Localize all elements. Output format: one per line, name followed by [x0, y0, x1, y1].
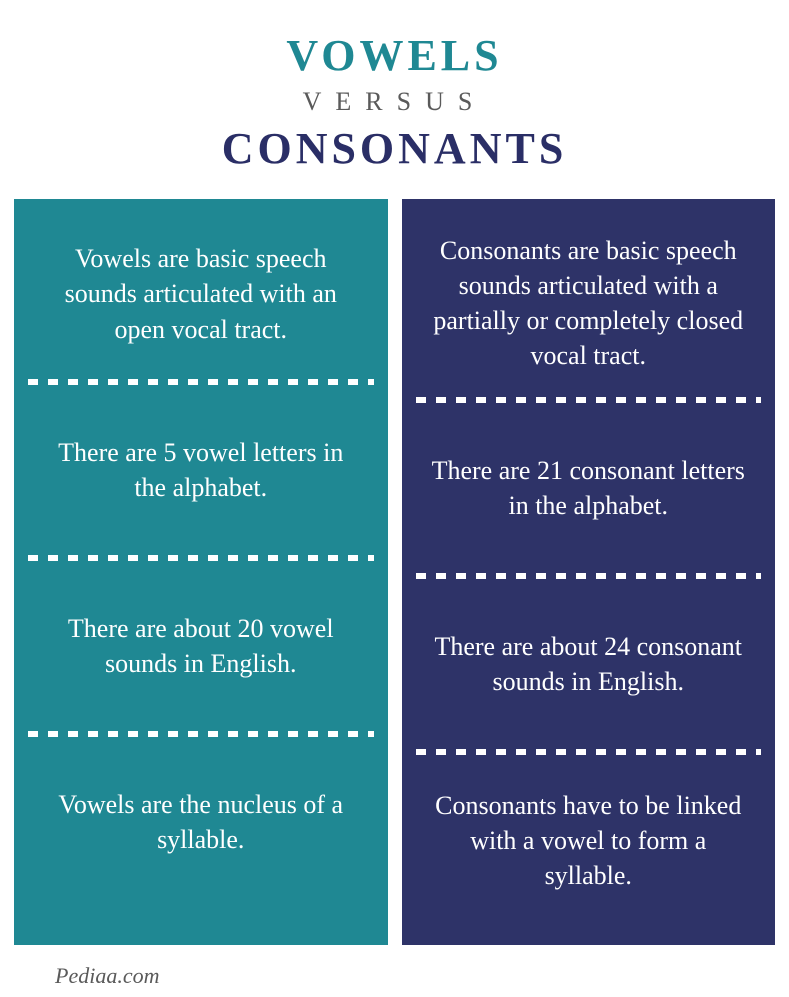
consonants-cell-2: There are 21 consonant letters in the al…	[402, 403, 776, 573]
consonants-cell-4: Consonants have to be linked with a vowe…	[402, 755, 776, 925]
source-credit: Pediaa.com	[0, 945, 789, 989]
vowels-cell-4: Vowels are the nucleus of a syllable.	[14, 737, 388, 907]
comparison-columns: Vowels are basic speech sounds articulat…	[0, 199, 789, 945]
column-consonants: Consonants are basic speech sounds artic…	[402, 199, 776, 945]
title-vowels: VOWELS	[20, 30, 769, 81]
consonants-cell-1: Consonants are basic speech sounds artic…	[402, 209, 776, 397]
column-vowels: Vowels are basic speech sounds articulat…	[14, 199, 388, 945]
title-versus: VERSUS	[20, 87, 769, 117]
vowels-cell-3: There are about 20 vowel sounds in Engli…	[14, 561, 388, 731]
vowels-cell-2: There are 5 vowel letters in the alphabe…	[14, 385, 388, 555]
vowels-cell-1: Vowels are basic speech sounds articulat…	[14, 209, 388, 379]
title-consonants: CONSONANTS	[20, 123, 769, 174]
header: VOWELS VERSUS CONSONANTS	[0, 0, 789, 199]
consonants-cell-3: There are about 24 consonant sounds in E…	[402, 579, 776, 749]
